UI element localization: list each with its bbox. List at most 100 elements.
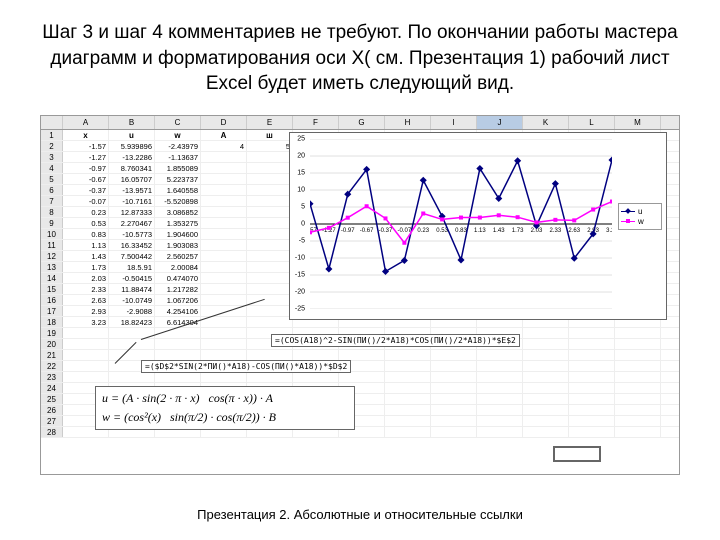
cell[interactable] — [385, 427, 431, 437]
cell[interactable]: -0.37 — [63, 185, 109, 195]
row-header[interactable]: 9 — [41, 218, 63, 228]
cell[interactable] — [523, 383, 569, 393]
cell[interactable] — [201, 317, 247, 327]
cell[interactable] — [385, 405, 431, 415]
cell[interactable] — [247, 306, 293, 316]
row-header[interactable]: 16 — [41, 295, 63, 305]
cell[interactable] — [201, 350, 247, 360]
cell[interactable] — [523, 427, 569, 437]
cell[interactable] — [201, 372, 247, 382]
cell[interactable]: 3.23 — [63, 317, 109, 327]
cell[interactable]: 0.53 — [63, 218, 109, 228]
col-header-I[interactable]: I — [431, 116, 477, 129]
col-header-L[interactable]: L — [569, 116, 615, 129]
cell[interactable] — [615, 427, 661, 437]
cell[interactable] — [477, 383, 523, 393]
cell[interactable] — [247, 152, 293, 162]
cell[interactable] — [247, 295, 293, 305]
row-header[interactable]: 5 — [41, 174, 63, 184]
col-header-G[interactable]: G — [339, 116, 385, 129]
cell[interactable] — [339, 372, 385, 382]
cell[interactable]: 1.904600 — [155, 229, 201, 239]
col-header-F[interactable]: F — [293, 116, 339, 129]
cell[interactable]: 1.640558 — [155, 185, 201, 195]
cell[interactable] — [477, 394, 523, 404]
cell[interactable] — [247, 317, 293, 327]
col-header-A[interactable]: A — [63, 116, 109, 129]
cell[interactable]: 1.217282 — [155, 284, 201, 294]
row-header[interactable]: 14 — [41, 273, 63, 283]
cell[interactable] — [63, 372, 109, 382]
cell[interactable] — [569, 339, 615, 349]
row-header[interactable]: 2 — [41, 141, 63, 151]
col-header-B[interactable]: B — [109, 116, 155, 129]
cell[interactable] — [615, 383, 661, 393]
cell[interactable]: -0.07 — [63, 196, 109, 206]
row-header[interactable]: 17 — [41, 306, 63, 316]
row-header[interactable]: 21 — [41, 350, 63, 360]
cell[interactable] — [63, 339, 109, 349]
cell[interactable]: 2.33 — [63, 284, 109, 294]
cell[interactable]: 16.05707 — [109, 174, 155, 184]
cell[interactable] — [63, 361, 109, 371]
cell[interactable]: -0.50415 — [109, 273, 155, 283]
cell[interactable] — [201, 229, 247, 239]
row-header[interactable]: 7 — [41, 196, 63, 206]
cell[interactable] — [431, 383, 477, 393]
cell[interactable] — [477, 427, 523, 437]
col-header-M[interactable]: M — [615, 116, 661, 129]
cell[interactable]: 1.13 — [63, 240, 109, 250]
col-header-D[interactable]: D — [201, 116, 247, 129]
cell[interactable] — [385, 372, 431, 382]
cell[interactable] — [201, 284, 247, 294]
cell[interactable]: 5.223737 — [155, 174, 201, 184]
cell[interactable] — [247, 218, 293, 228]
cell[interactable] — [477, 350, 523, 360]
cell[interactable]: 1.855089 — [155, 163, 201, 173]
cell[interactable] — [523, 416, 569, 426]
cell[interactable]: 4 — [201, 141, 247, 151]
cell[interactable] — [247, 207, 293, 217]
cell[interactable]: -10.0749 — [109, 295, 155, 305]
cell[interactable] — [63, 350, 109, 360]
cell[interactable] — [201, 339, 247, 349]
cell[interactable] — [477, 361, 523, 371]
cell[interactable]: 0.83 — [63, 229, 109, 239]
cell[interactable] — [615, 350, 661, 360]
row-header[interactable]: 18 — [41, 317, 63, 327]
cell[interactable] — [569, 427, 615, 437]
cell[interactable] — [523, 328, 569, 338]
row-header[interactable]: 20 — [41, 339, 63, 349]
row-header[interactable]: 8 — [41, 207, 63, 217]
cell[interactable]: 16.33452 — [109, 240, 155, 250]
cell[interactable]: 5.939896 — [109, 141, 155, 151]
row-header[interactable]: 22 — [41, 361, 63, 371]
cell[interactable]: 2.93 — [63, 306, 109, 316]
cell[interactable] — [201, 251, 247, 261]
cell[interactable] — [247, 273, 293, 283]
row-header[interactable]: 26 — [41, 405, 63, 415]
cell[interactable] — [201, 328, 247, 338]
cell[interactable] — [201, 273, 247, 283]
cell[interactable] — [523, 339, 569, 349]
cell[interactable] — [155, 372, 201, 382]
cell[interactable] — [523, 350, 569, 360]
cell[interactable] — [293, 372, 339, 382]
cell[interactable]: -5.520898 — [155, 196, 201, 206]
embedded-chart[interactable]: 2520151050-5-10-15-20-25 -1.57-1.27-0.97… — [289, 132, 667, 320]
cell[interactable] — [477, 405, 523, 415]
cell[interactable]: -1.13637 — [155, 152, 201, 162]
cell[interactable] — [201, 207, 247, 217]
row-header[interactable]: 27 — [41, 416, 63, 426]
cell[interactable] — [569, 383, 615, 393]
cell[interactable] — [615, 416, 661, 426]
cell[interactable] — [569, 328, 615, 338]
row-header[interactable]: 15 — [41, 284, 63, 294]
cell[interactable] — [109, 372, 155, 382]
cell[interactable]: 1.43 — [63, 251, 109, 261]
cell[interactable] — [431, 361, 477, 371]
cell[interactable] — [201, 295, 247, 305]
cell[interactable]: -1.57 — [63, 141, 109, 151]
cell[interactable] — [155, 350, 201, 360]
cell[interactable]: 0.474070 — [155, 273, 201, 283]
